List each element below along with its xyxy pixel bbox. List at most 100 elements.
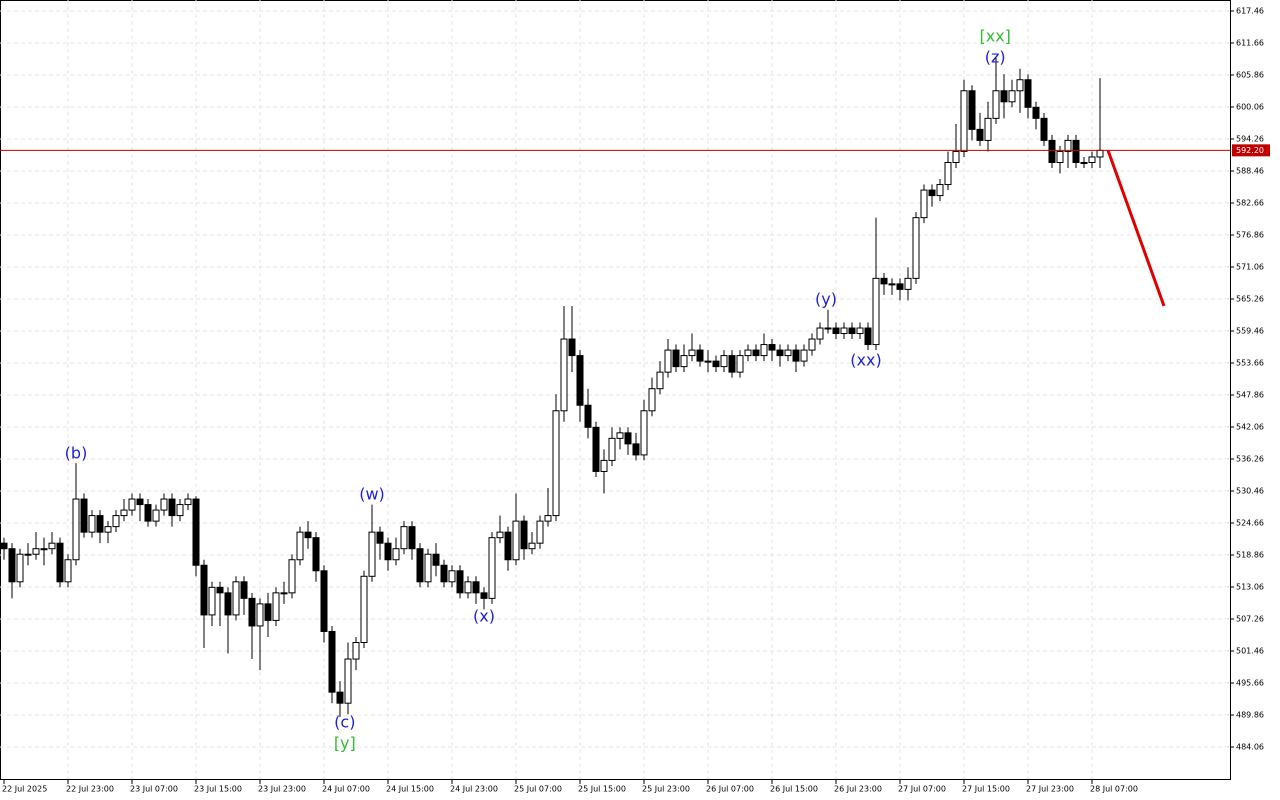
candle-body (96, 515, 104, 533)
candle-body (848, 327, 856, 335)
wave-label: [y] (334, 734, 356, 753)
y-tick-label: 536.26 (1236, 454, 1264, 463)
candle-body (688, 349, 696, 357)
candle-body (56, 542, 64, 583)
x-tick-label: 23 Jul 07:00 (130, 785, 178, 794)
y-tick-label: 513.06 (1236, 582, 1264, 591)
x-tick-label: 26 Jul 07:00 (706, 785, 754, 794)
candle-body (352, 641, 360, 660)
candle-body (344, 658, 352, 704)
candle-body (584, 404, 592, 428)
candle-body (416, 548, 424, 583)
candle-body (976, 128, 984, 141)
candle-body (256, 603, 264, 627)
candle-body (432, 553, 440, 566)
candle-body (784, 349, 792, 357)
candle-body (1064, 139, 1072, 152)
candle-body (680, 355, 688, 368)
candle-body (656, 371, 664, 390)
candle-body (400, 526, 408, 550)
candle-body (360, 575, 368, 643)
candle-body (448, 570, 456, 583)
candle-body (288, 559, 296, 594)
candle-body (88, 515, 96, 533)
candle-body (864, 327, 872, 346)
candle-body (496, 531, 504, 539)
candle-body (792, 349, 800, 362)
candle-body (1000, 90, 1008, 103)
candle-body (456, 570, 464, 594)
x-tick-label: 26 Jul 23:00 (834, 785, 882, 794)
candle-body (880, 277, 888, 285)
x-tick-label: 25 Jul 07:00 (514, 785, 562, 794)
wave-label: [xx] (979, 27, 1010, 46)
candle-body (904, 277, 912, 290)
x-tick-label: 22 Jul 23:00 (66, 785, 114, 794)
candle-body (336, 691, 344, 704)
x-tick-label: 23 Jul 15:00 (194, 785, 242, 794)
y-tick-label: 489.86 (1236, 710, 1264, 719)
wave-label: (b) (65, 443, 88, 462)
y-tick-label: 600.06 (1236, 102, 1264, 111)
candle-body (640, 410, 648, 456)
candle-body (832, 327, 840, 335)
y-tick-label: 559.46 (1236, 326, 1264, 335)
candle-body (544, 515, 552, 522)
candle-body (504, 531, 512, 561)
wave-label: (y) (815, 289, 837, 308)
candle-body (856, 327, 864, 335)
candle-body (128, 498, 136, 511)
candle-body (600, 459, 608, 472)
candle-body (616, 432, 624, 439)
candle-body (928, 189, 936, 197)
candle-body (80, 498, 88, 533)
candle-body (968, 90, 976, 130)
x-tick-label: 26 Jul 15:00 (770, 785, 818, 794)
candle-body (296, 531, 304, 561)
y-tick-label: 530.46 (1236, 486, 1264, 495)
candle-body (520, 520, 528, 550)
candle-body (984, 117, 992, 141)
candle-body (232, 581, 240, 616)
candle-body (608, 437, 616, 461)
y-tick-label: 611.66 (1236, 38, 1264, 47)
candle-body (872, 277, 880, 346)
candle-body (40, 548, 48, 551)
candle-body (576, 355, 584, 406)
x-tick-label: 24 Jul 23:00 (450, 785, 498, 794)
y-tick-label: 571.06 (1236, 262, 1264, 271)
candle-body (536, 520, 544, 544)
x-tick-label: 27 Jul 15:00 (962, 785, 1010, 794)
candle-body (208, 586, 216, 616)
plot-frame (0, 0, 1231, 780)
candle-body (944, 161, 952, 186)
wave-label: (x) (473, 607, 495, 626)
candle-body (912, 217, 920, 279)
candle-body (816, 327, 824, 340)
y-tick-label: 501.46 (1236, 646, 1264, 655)
y-tick-label: 507.26 (1236, 614, 1264, 623)
x-tick-label: 25 Jul 15:00 (578, 785, 626, 794)
candle-body (384, 542, 392, 561)
candle-body (752, 349, 760, 357)
candle-body (464, 581, 472, 594)
y-tick-label: 565.26 (1236, 294, 1264, 303)
candle-body (888, 283, 896, 286)
candle-body (48, 542, 56, 550)
x-tick-label: 22 Jul 2025 (2, 785, 47, 794)
x-tick-label: 24 Jul 15:00 (386, 785, 434, 794)
candle-body (624, 432, 632, 445)
candle-body (240, 581, 248, 599)
candle-body (512, 520, 520, 561)
candle-body (744, 349, 752, 357)
y-tick-label: 553.66 (1236, 358, 1264, 367)
candle-body (1096, 149, 1104, 158)
current-price-box (1232, 144, 1270, 157)
candle-body (376, 531, 384, 544)
candle-body (480, 592, 488, 599)
x-tick-label: 27 Jul 07:00 (898, 785, 946, 794)
candle-body (224, 592, 232, 616)
candle-body (696, 349, 704, 362)
y-tick-label: 484.06 (1236, 742, 1264, 751)
